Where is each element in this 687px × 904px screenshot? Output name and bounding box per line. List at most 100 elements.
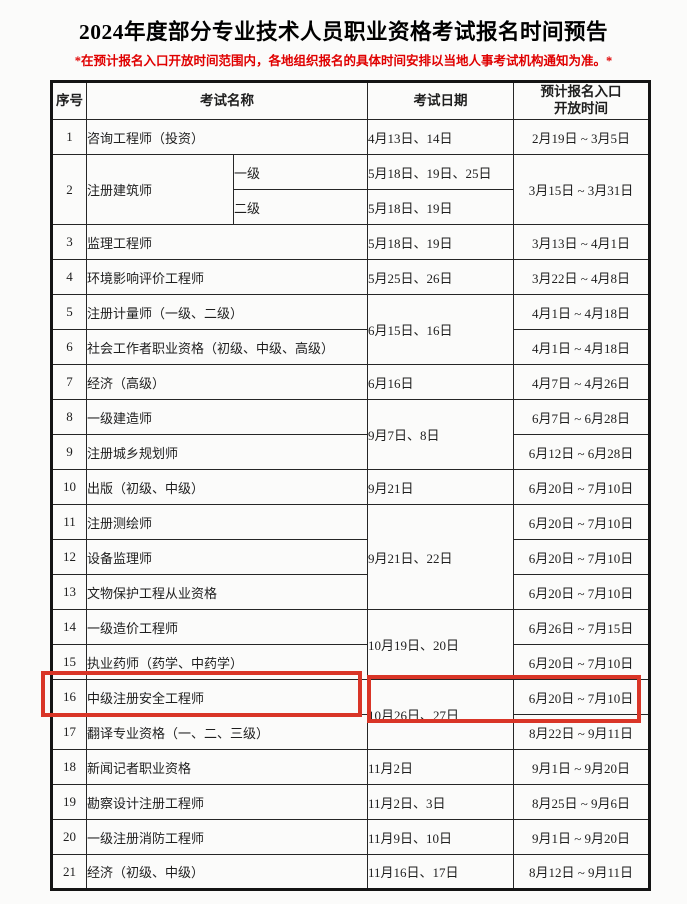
table-row: 20 一级注册消防工程师 11月9日、10日 9月1日 ~ 9月20日 [51, 819, 650, 855]
registration-time-cell: 4月7日 ~ 4月26日 [513, 364, 650, 400]
exam-date-cell: 6月16日 [367, 364, 514, 400]
registration-time-cell: 6月7日 ~ 6月28日 [513, 399, 650, 435]
exam-name-cell: 环境影响评价工程师 [86, 259, 368, 295]
registration-time-cell: 6月20日 ~ 7月10日 [513, 574, 650, 610]
table-row: 14 一级造价工程师 10月19日、20日 6月26日 ~ 7月15日 [51, 609, 650, 680]
exam-date-cell: 11月9日、10日 [367, 819, 514, 855]
table-row: 19 勘察设计注册工程师 11月2日、3日 8月25日 ~ 9月6日 [51, 784, 650, 820]
exam-name-cell: 注册测绘师 [86, 504, 368, 540]
exam-date-cell: 11月2日、3日 [367, 784, 514, 820]
table-row: 2 注册建筑师 一级 5月18日、19日、25日 3月15日 ~ 3月31日 [51, 154, 650, 225]
row-number-cell: 14 [51, 609, 87, 645]
table-row: 3 监理工程师 5月18日、19日 3月13日 ~ 4月1日 [51, 224, 650, 260]
exam-name-cell: 一级造价工程师 [86, 609, 368, 645]
exam-name-cell: 勘察设计注册工程师 [86, 784, 368, 820]
exam-date-cell: 6月15日、16日 [367, 294, 514, 365]
exam-date-cell: 5月18日、19日 [367, 224, 514, 260]
table-row: 8 一级建造师 9月7日、8日 6月7日 ~ 6月28日 [51, 399, 650, 470]
table-row: 13 文物保护工程从业资格 6月20日 ~ 7月10日 [51, 574, 650, 610]
table-row: 17 翻译专业资格（一、二、三级） 8月22日 ~ 9月11日 [51, 714, 650, 750]
table-row: 16 中级注册安全工程师 10月26日、27日 6月20日 ~ 7月10日 [51, 679, 650, 750]
exam-date-cell: 11月2日 [367, 749, 514, 785]
registration-time-cell: 8月22日 ~ 9月11日 [513, 714, 650, 750]
row-number-cell: 15 [51, 644, 87, 680]
exam-date-cell: 5月25日、26日 [367, 259, 514, 295]
table-row: 6 社会工作者职业资格（初级、中级、高级） 4月1日 ~ 4月18日 [51, 329, 650, 365]
exam-name-cell: 咨询工程师（投资） [86, 119, 368, 155]
exam-name-cell: 经济（高级） [86, 364, 368, 400]
row-number-cell: 8 [51, 399, 87, 435]
row-number-cell: 20 [51, 819, 87, 855]
row-number-cell: 18 [51, 749, 87, 785]
registration-time-cell: 9月1日 ~ 9月20日 [513, 819, 650, 855]
table-row: 11 注册测绘师 9月21日、22日 6月20日 ~ 7月10日 [51, 504, 650, 610]
registration-time-cell: 6月26日 ~ 7月15日 [513, 609, 650, 645]
registration-time-cell: 6月20日 ~ 7月10日 [513, 469, 650, 505]
row-number-cell: 11 [51, 504, 87, 540]
header-row: 序号 考试名称 考试日期 预计报名入口 开放时间 [51, 81, 650, 120]
header-index: 序号 [51, 81, 87, 120]
registration-time-cell: 9月1日 ~ 9月20日 [513, 749, 650, 785]
registration-time-cell: 3月22日 ~ 4月8日 [513, 259, 650, 295]
table-row: 4 环境影响评价工程师 5月25日、26日 3月22日 ~ 4月8日 [51, 259, 650, 295]
exam-name-cell: 执业药师（药学、中药学） [86, 644, 368, 680]
row-number-cell: 13 [51, 574, 87, 610]
exam-schedule-table: 序号 考试名称 考试日期 预计报名入口 开放时间 1 咨询工程师（投资） 4月13日、14… [50, 80, 651, 891]
header-exam-date: 考试日期 [367, 81, 514, 120]
registration-time-cell: 6月20日 ~ 7月10日 [513, 644, 650, 680]
table-row: 1 咨询工程师（投资） 4月13日、14日 2月19日 ~ 3月5日 [51, 119, 650, 155]
row-number-cell: 2 [51, 154, 87, 225]
exam-date-cell: 10月26日、27日 [367, 679, 514, 750]
row-number-cell: 9 [51, 434, 87, 470]
registration-time-cell: 3月13日 ~ 4月1日 [513, 224, 650, 260]
exam-date-cell: 5月18日、19日 [367, 189, 514, 225]
exam-name-cell: 经济（初级、中级） [86, 854, 368, 890]
table-row: 21 经济（初级、中级） 11月16日、17日 8月12日 ~ 9月11日 [51, 854, 650, 890]
row-number-cell: 17 [51, 714, 87, 750]
registration-time-cell: 6月20日 ~ 7月10日 [513, 504, 650, 540]
exam-name-cell: 一级建造师 [86, 399, 368, 435]
row-number-cell: 16 [51, 679, 87, 715]
exam-name-cell: 设备监理师 [86, 539, 368, 575]
row-number-cell: 6 [51, 329, 87, 365]
row-number-cell: 3 [51, 224, 87, 260]
notice-text: *在预计报名入口开放时间范围内，各地组织报名的具体时间安排以当地人事考试机构通知… [74, 54, 613, 68]
registration-time-cell: 4月1日 ~ 4月18日 [513, 329, 650, 365]
table-row: 12 设备监理师 6月20日 ~ 7月10日 [51, 539, 650, 575]
table-row: 9 注册城乡规划师 6月12日 ~ 6月28日 [51, 434, 650, 470]
exam-date-cell: 9月21日、22日 [367, 504, 514, 610]
table-row: 7 经济（高级） 6月16日 4月7日 ~ 4月26日 [51, 364, 650, 400]
exam-name-cell: 翻译专业资格（一、二、三级） [86, 714, 368, 750]
exam-name-cell: 注册建筑师 [86, 154, 234, 225]
table-row: 5 注册计量师（一级、二级） 6月15日、16日 4月1日 ~ 4月18日 [51, 294, 650, 365]
exam-date-cell: 5月18日、19日、25日 [367, 154, 514, 190]
table-row: 15 执业药师（药学、中药学） 6月20日 ~ 7月10日 [51, 644, 650, 680]
row-number-cell: 19 [51, 784, 87, 820]
row-number-cell: 10 [51, 469, 87, 505]
exam-name-cell: 新闻记者职业资格 [86, 749, 368, 785]
table-row: 二级 5月18日、19日 [52, 189, 650, 225]
exam-table-container: 序号 考试名称 考试日期 预计报名入口 开放时间 1 咨询工程师（投资） 4月13日、14… [41, 80, 651, 891]
registration-time-cell: 6月20日 ~ 7月10日 [513, 679, 650, 715]
exam-name-cell: 一级注册消防工程师 [86, 819, 368, 855]
exam-name-cell: 社会工作者职业资格（初级、中级、高级） [86, 329, 368, 365]
header-exam-name: 考试名称 [86, 81, 368, 120]
registration-time-cell: 4月1日 ~ 4月18日 [513, 294, 650, 330]
table-row: 18 新闻记者职业资格 11月2日 9月1日 ~ 9月20日 [51, 749, 650, 785]
row-number-cell: 4 [51, 259, 87, 295]
row-number-cell: 12 [51, 539, 87, 575]
registration-time-cell: 6月12日 ~ 6月28日 [513, 434, 650, 470]
exam-level-cell: 一级 [233, 154, 368, 190]
table-row: 10 出版（初级、中级） 9月21日 6月20日 ~ 7月10日 [51, 469, 650, 505]
registration-time-cell: 3月15日 ~ 3月31日 [513, 154, 650, 225]
exam-name-cell: 出版（初级、中级） [86, 469, 368, 505]
exam-date-cell: 10月19日、20日 [367, 609, 514, 680]
exam-name-cell: 文物保护工程从业资格 [86, 574, 368, 610]
registration-time-cell: 8月25日 ~ 9月6日 [513, 784, 650, 820]
registration-time-cell: 8月12日 ~ 9月11日 [513, 854, 650, 890]
exam-date-cell: 9月7日、8日 [367, 399, 514, 470]
header-registration-window: 预计报名入口 开放时间 [513, 81, 650, 120]
registration-time-cell: 2月19日 ~ 3月5日 [513, 119, 650, 155]
exam-date-cell: 9月21日 [367, 469, 514, 505]
